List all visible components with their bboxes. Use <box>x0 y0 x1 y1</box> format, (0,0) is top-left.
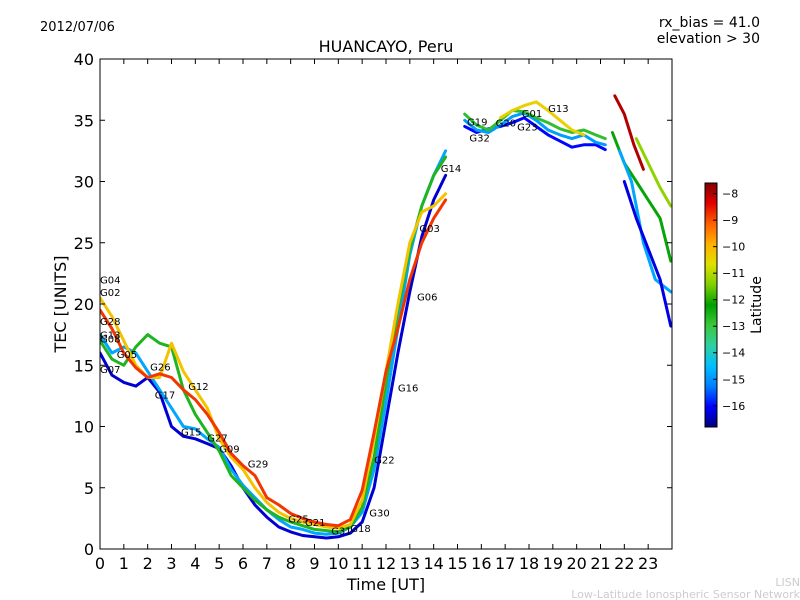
colorbar-tick-label: −10 <box>722 241 745 254</box>
satellite-label: G04 <box>100 276 120 287</box>
x-tick-label: 15 <box>447 554 467 573</box>
colorbar-tick-label: −14 <box>722 347 745 360</box>
satellite-label: G25 <box>288 514 308 525</box>
colorbar-tick-label: −11 <box>722 267 745 280</box>
x-tick-label: 10 <box>328 554 348 573</box>
colorbar-ticks: −8 −9 −10 −11 −12 −13 −14 −15 −16 <box>713 188 745 413</box>
footer-lisn: LISN <box>775 576 800 589</box>
series-line-late-red <box>613 94 645 171</box>
satellite-label: G17 <box>155 391 175 402</box>
satellite-label: G07 <box>100 365 120 376</box>
x-tick-label: 13 <box>400 554 420 573</box>
y-axis-label: TEC [UNITS] <box>51 256 70 354</box>
satellite-label: G28 <box>100 317 120 328</box>
satellite-label: G08 <box>100 334 120 345</box>
y-tick-label: 35 <box>74 111 94 130</box>
satellite-label: G26 <box>150 363 170 374</box>
x-tick-label: 17 <box>495 554 515 573</box>
satellite-label: G12 <box>188 382 208 393</box>
colorbar-tick-label: −12 <box>722 294 745 307</box>
x-tick-label: 2 <box>143 554 153 573</box>
y-tick-label: 20 <box>74 295 94 314</box>
x-tick-label: 1 <box>119 554 129 573</box>
x-tick-label: 8 <box>286 554 296 573</box>
bias-label: rx_bias = 41.0 <box>659 15 760 31</box>
satellite-label: G09 <box>219 445 239 456</box>
x-tick-label: 9 <box>309 554 319 573</box>
y-tick-label: 5 <box>84 479 94 498</box>
colorbar-tick-label: −9 <box>722 214 738 227</box>
series-line-late-blue <box>622 180 672 328</box>
series-line-orange-red-track <box>100 198 448 528</box>
series-line-green-track <box>100 155 448 534</box>
satellite-label: G13 <box>548 104 568 115</box>
x-tick-label: 5 <box>214 554 224 573</box>
satellite-label: G18 <box>350 524 370 535</box>
satellite-label: G14 <box>441 164 461 175</box>
satellite-label: G20 <box>496 119 516 130</box>
satellite-label: G22 <box>374 456 394 467</box>
y-tick-label: 15 <box>74 356 94 375</box>
satellite-label: G31 <box>331 527 351 538</box>
x-tick-label: 12 <box>376 554 396 573</box>
series-line-blue-track <box>100 173 448 540</box>
satellite-label: G13 <box>100 331 120 342</box>
colorbar <box>704 182 718 428</box>
x-axis-label: Time [UT] <box>346 575 425 594</box>
satellite-label: G21 <box>305 518 325 529</box>
x-tick-label: 22 <box>614 554 634 573</box>
satellite-label: G30 <box>369 508 389 519</box>
colorbar-tick-label: −13 <box>722 320 745 333</box>
satellite-label: G23 <box>517 122 537 133</box>
satellite-label: G19 <box>467 118 487 129</box>
date-label: 2012/07/06 <box>40 20 115 35</box>
x-tick-label: 16 <box>471 554 491 573</box>
satellite-label: G02 <box>100 288 120 299</box>
x-tick-label: 6 <box>238 554 248 573</box>
satellite-label: G05 <box>117 350 137 361</box>
colorbar-tick-label: −15 <box>722 373 745 386</box>
x-tick-label: 11 <box>352 554 372 573</box>
series-line-plateau-green <box>463 109 607 141</box>
chart-title: HUANCAYO, Peru <box>319 37 454 56</box>
x-tick-label: 20 <box>566 554 586 573</box>
y-tick-label: 0 <box>84 540 94 559</box>
satellite-label: G32 <box>469 133 489 144</box>
footer-network: Low-Latitude Ionospheric Sensor Network <box>571 588 800 600</box>
y-tick-label: 10 <box>74 418 94 437</box>
axis-layer: 0 1 2 3 4 5 6 7 8 9 10 11 12 13 14 15 16 17 18 19 20 21 22 2305… <box>74 50 672 573</box>
y-tick-label: 25 <box>74 234 94 253</box>
x-tick-label: 23 <box>638 554 658 573</box>
x-tick-label: 19 <box>543 554 563 573</box>
x-tick-label: 21 <box>590 554 610 573</box>
satellite-label: G16 <box>398 383 418 394</box>
y-tick-label: 40 <box>74 50 94 69</box>
series-line-late-lightgreen <box>634 137 672 208</box>
elevation-label: elevation > 30 <box>657 31 760 47</box>
x-tick-label: 18 <box>519 554 539 573</box>
colorbar-tick-label: −16 <box>722 400 745 413</box>
colorbar-label: Latitude <box>749 276 765 334</box>
satellite-label: G29 <box>248 459 268 470</box>
y-tick-label: 30 <box>74 173 94 192</box>
satellite-label: G03 <box>419 224 439 235</box>
satellite-label: G15 <box>181 427 201 438</box>
x-tick-label: 4 <box>190 554 200 573</box>
satellite-label: G06 <box>417 293 437 304</box>
series-layer <box>100 94 672 540</box>
x-tick-label: 14 <box>423 554 443 573</box>
series-line-late-cyan <box>618 149 672 294</box>
x-tick-label: 7 <box>262 554 272 573</box>
colorbar-tick-label: −8 <box>722 188 738 201</box>
x-tick-label: 0 <box>95 554 105 573</box>
x-tick-label: 3 <box>166 554 176 573</box>
satellite-label: G01 <box>522 109 542 120</box>
satellite-label: G27 <box>207 434 227 445</box>
series-line-plateau-yellow <box>498 100 586 137</box>
